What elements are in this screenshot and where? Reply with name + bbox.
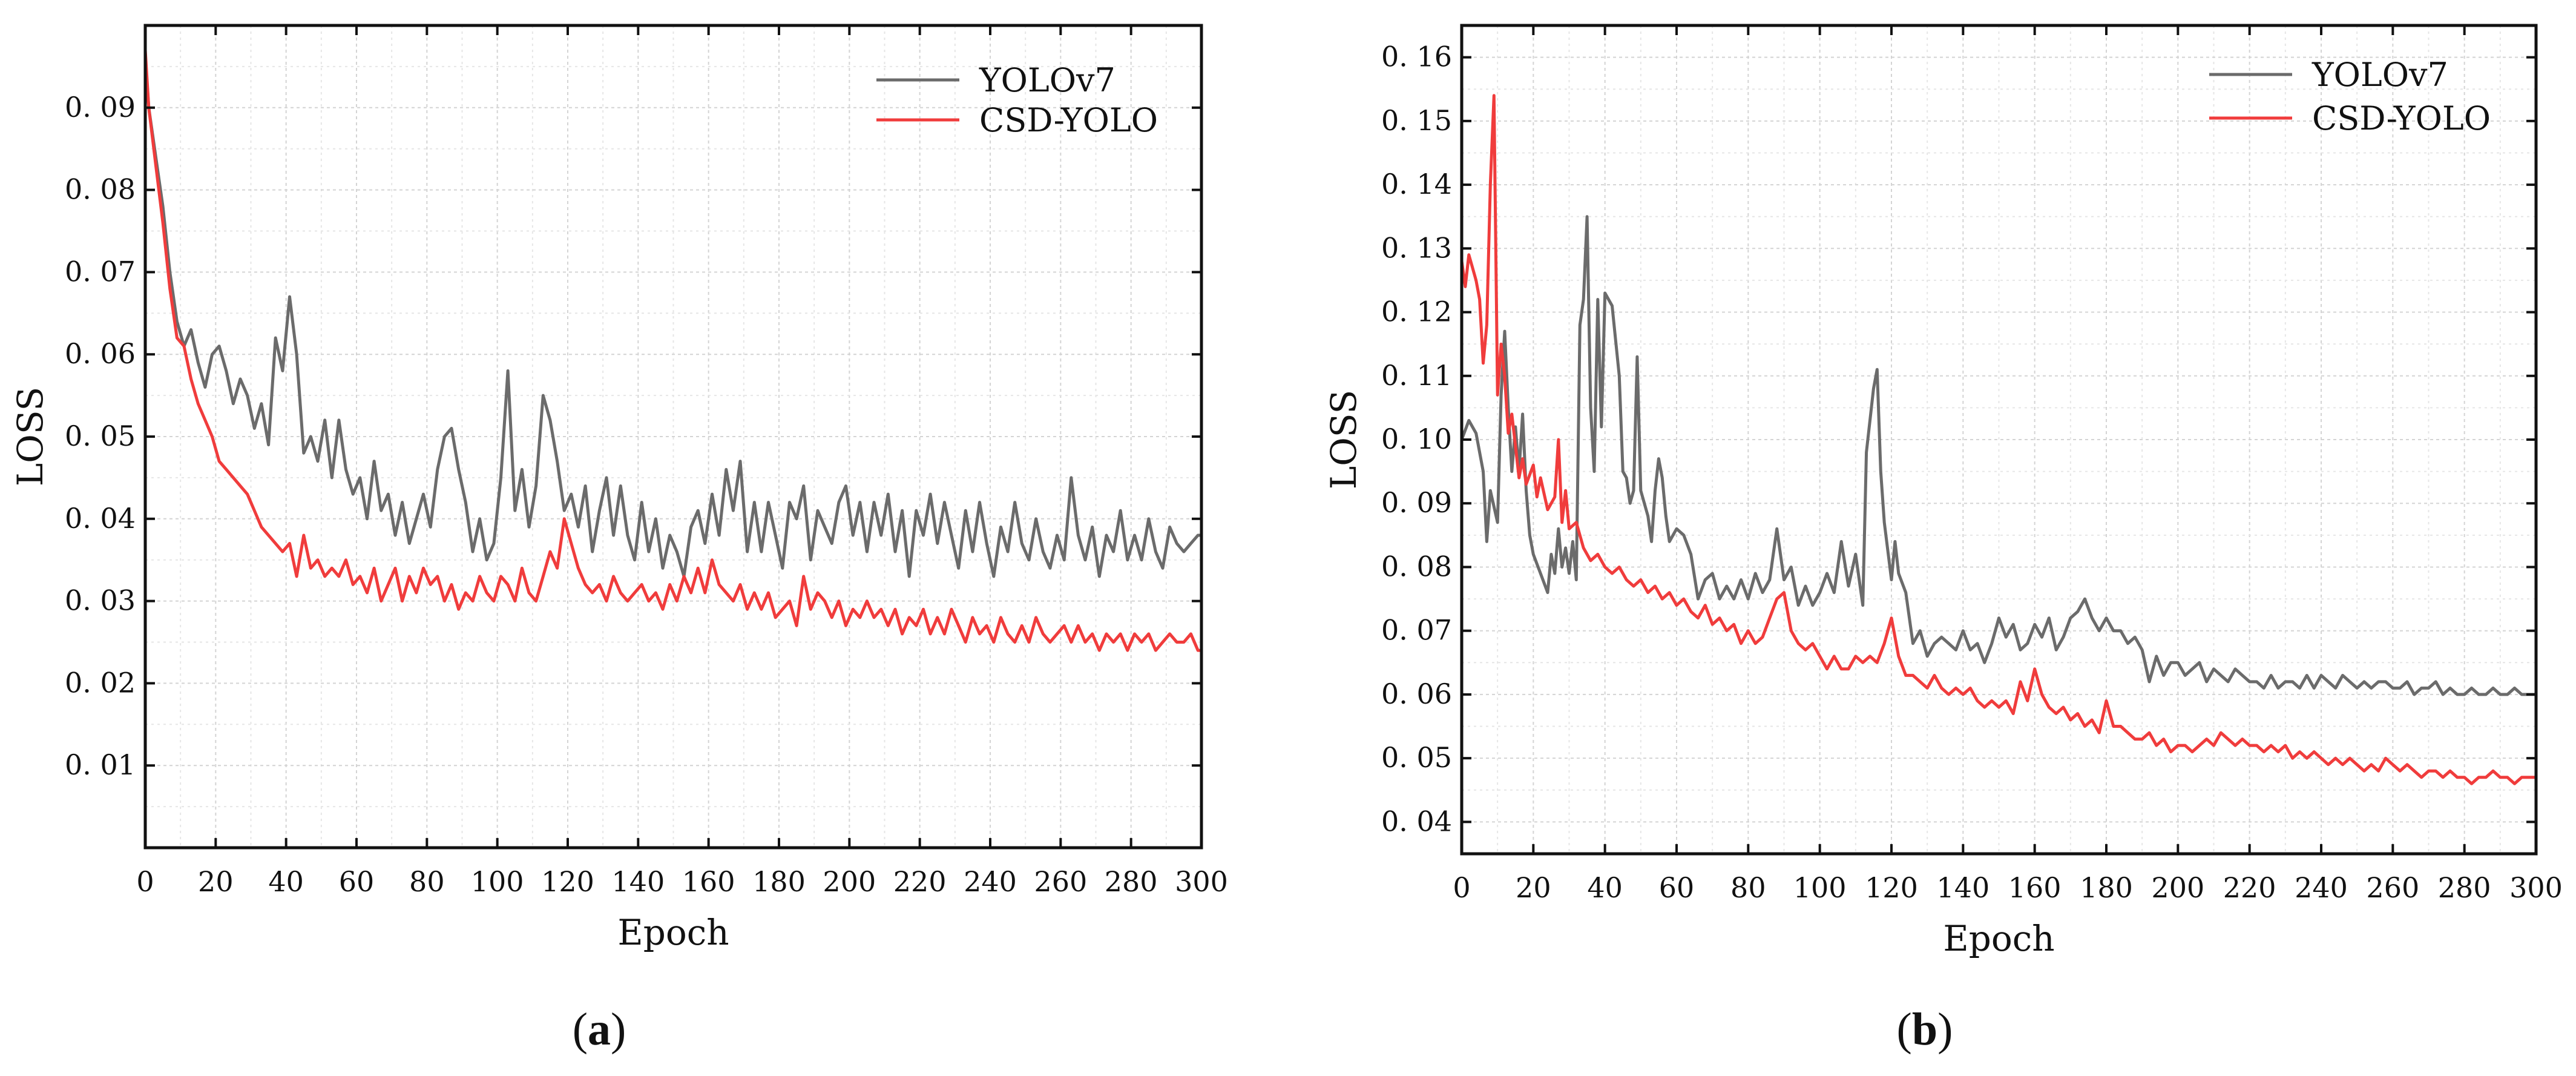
x-tick-label: 160 (682, 865, 735, 898)
y-tick-label: 0. 12 (1381, 295, 1452, 328)
x-tick-label: 140 (1936, 871, 1990, 904)
panel-label: (b) (1897, 1004, 1953, 1055)
x-tick-label: 20 (1516, 871, 1551, 904)
y-tick-label: 0. 14 (1381, 168, 1452, 200)
y-tick-label: 0. 09 (65, 91, 136, 124)
x-tick-label: 60 (339, 865, 375, 898)
x-tick-label: 180 (2080, 871, 2133, 904)
y-tick-label: 0. 06 (65, 337, 136, 370)
x-tick-label: 240 (2295, 871, 2348, 904)
x-axis-label: Epoch (617, 912, 729, 953)
x-tick-label: 40 (1587, 871, 1623, 904)
x-tick-label: 100 (471, 865, 524, 898)
x-tick-label: 80 (1730, 871, 1766, 904)
y-tick-label: 0. 06 (1381, 678, 1452, 710)
x-tick-label: 120 (1865, 871, 1918, 904)
series-line-csd-yolo (143, 50, 1201, 652)
x-tick-label: 260 (1034, 865, 1087, 898)
y-tick-label: 0. 08 (1381, 550, 1452, 583)
legend: YOLOv7 CSD-YOLO (2209, 56, 2491, 137)
panel-label: (a) (573, 1004, 626, 1055)
y-tick-label: 0. 15 (1381, 104, 1452, 137)
x-tick-label: 80 (409, 865, 445, 898)
x-tick-label: 0 (136, 865, 154, 898)
legend-label: YOLOv7 (2312, 56, 2448, 94)
y-tick-label: 0. 03 (65, 584, 136, 617)
series-line-yolov7 (143, 58, 1201, 578)
x-tick-label: 160 (2008, 871, 2062, 904)
x-tick-label: 280 (2438, 871, 2491, 904)
chart-panel-a: 0 20 40 60 80 100 120 140 160 180 200 220 240 260 280 3… (10, 24, 1228, 1055)
chart-panel-b: 0 20 40 60 80 100 120 140 160 180 200 220 240 260 280 3… (1323, 24, 2563, 1055)
x-tick-label: 260 (2366, 871, 2419, 904)
x-tick-label: 180 (752, 865, 806, 898)
y-tick-label: 0. 07 (1381, 614, 1452, 647)
legend-label: CSD-YOLO (979, 101, 1158, 139)
series-line-csd-yolo (1460, 94, 2536, 785)
y-axis-label: LOSS (1323, 390, 1364, 490)
series-line-yolov7 (1460, 215, 2536, 696)
y-tick-label: 0. 01 (65, 748, 136, 781)
x-tick-label: 220 (893, 865, 947, 898)
y-tick-label: 0. 04 (65, 502, 136, 535)
grid (145, 25, 1202, 848)
x-tick-label: 280 (1105, 865, 1158, 898)
y-tick-label: 0. 05 (65, 420, 136, 452)
x-tick-label: 100 (1793, 871, 1847, 904)
x-tick-label: 60 (1659, 871, 1695, 904)
y-tick-label: 0. 02 (65, 666, 136, 699)
x-axis-label: Epoch (1943, 918, 2054, 959)
x-tick-label: 300 (1175, 865, 1228, 898)
x-tick-label: 140 (611, 865, 665, 898)
y-tick-label: 0. 13 (1381, 231, 1452, 264)
legend-label: YOLOv7 (979, 61, 1116, 99)
y-tick-label: 0. 08 (65, 173, 136, 206)
x-tick-label: 240 (964, 865, 1017, 898)
y-tick-label: 0. 05 (1381, 741, 1452, 774)
x-tick-label: 20 (198, 865, 234, 898)
y-tick-label: 0. 10 (1381, 423, 1452, 455)
y-tick-label: 0. 09 (1381, 486, 1452, 519)
x-tick-label: 220 (2223, 871, 2276, 904)
x-tick-label: 200 (2151, 871, 2204, 904)
y-tick-label: 0. 07 (65, 255, 136, 288)
y-tick-label: 0. 11 (1381, 359, 1452, 392)
y-tick-label: 0. 16 (1381, 41, 1452, 73)
x-tick-label: 40 (268, 865, 304, 898)
x-tick-label: 120 (541, 865, 594, 898)
y-tick-label: 0. 04 (1381, 805, 1452, 837)
x-tick-label: 200 (823, 865, 876, 898)
x-tick-label: 300 (2509, 871, 2563, 904)
y-axis-label: LOSS (10, 387, 51, 487)
legend-label: CSD-YOLO (2312, 99, 2491, 137)
x-tick-label: 0 (1453, 871, 1470, 904)
